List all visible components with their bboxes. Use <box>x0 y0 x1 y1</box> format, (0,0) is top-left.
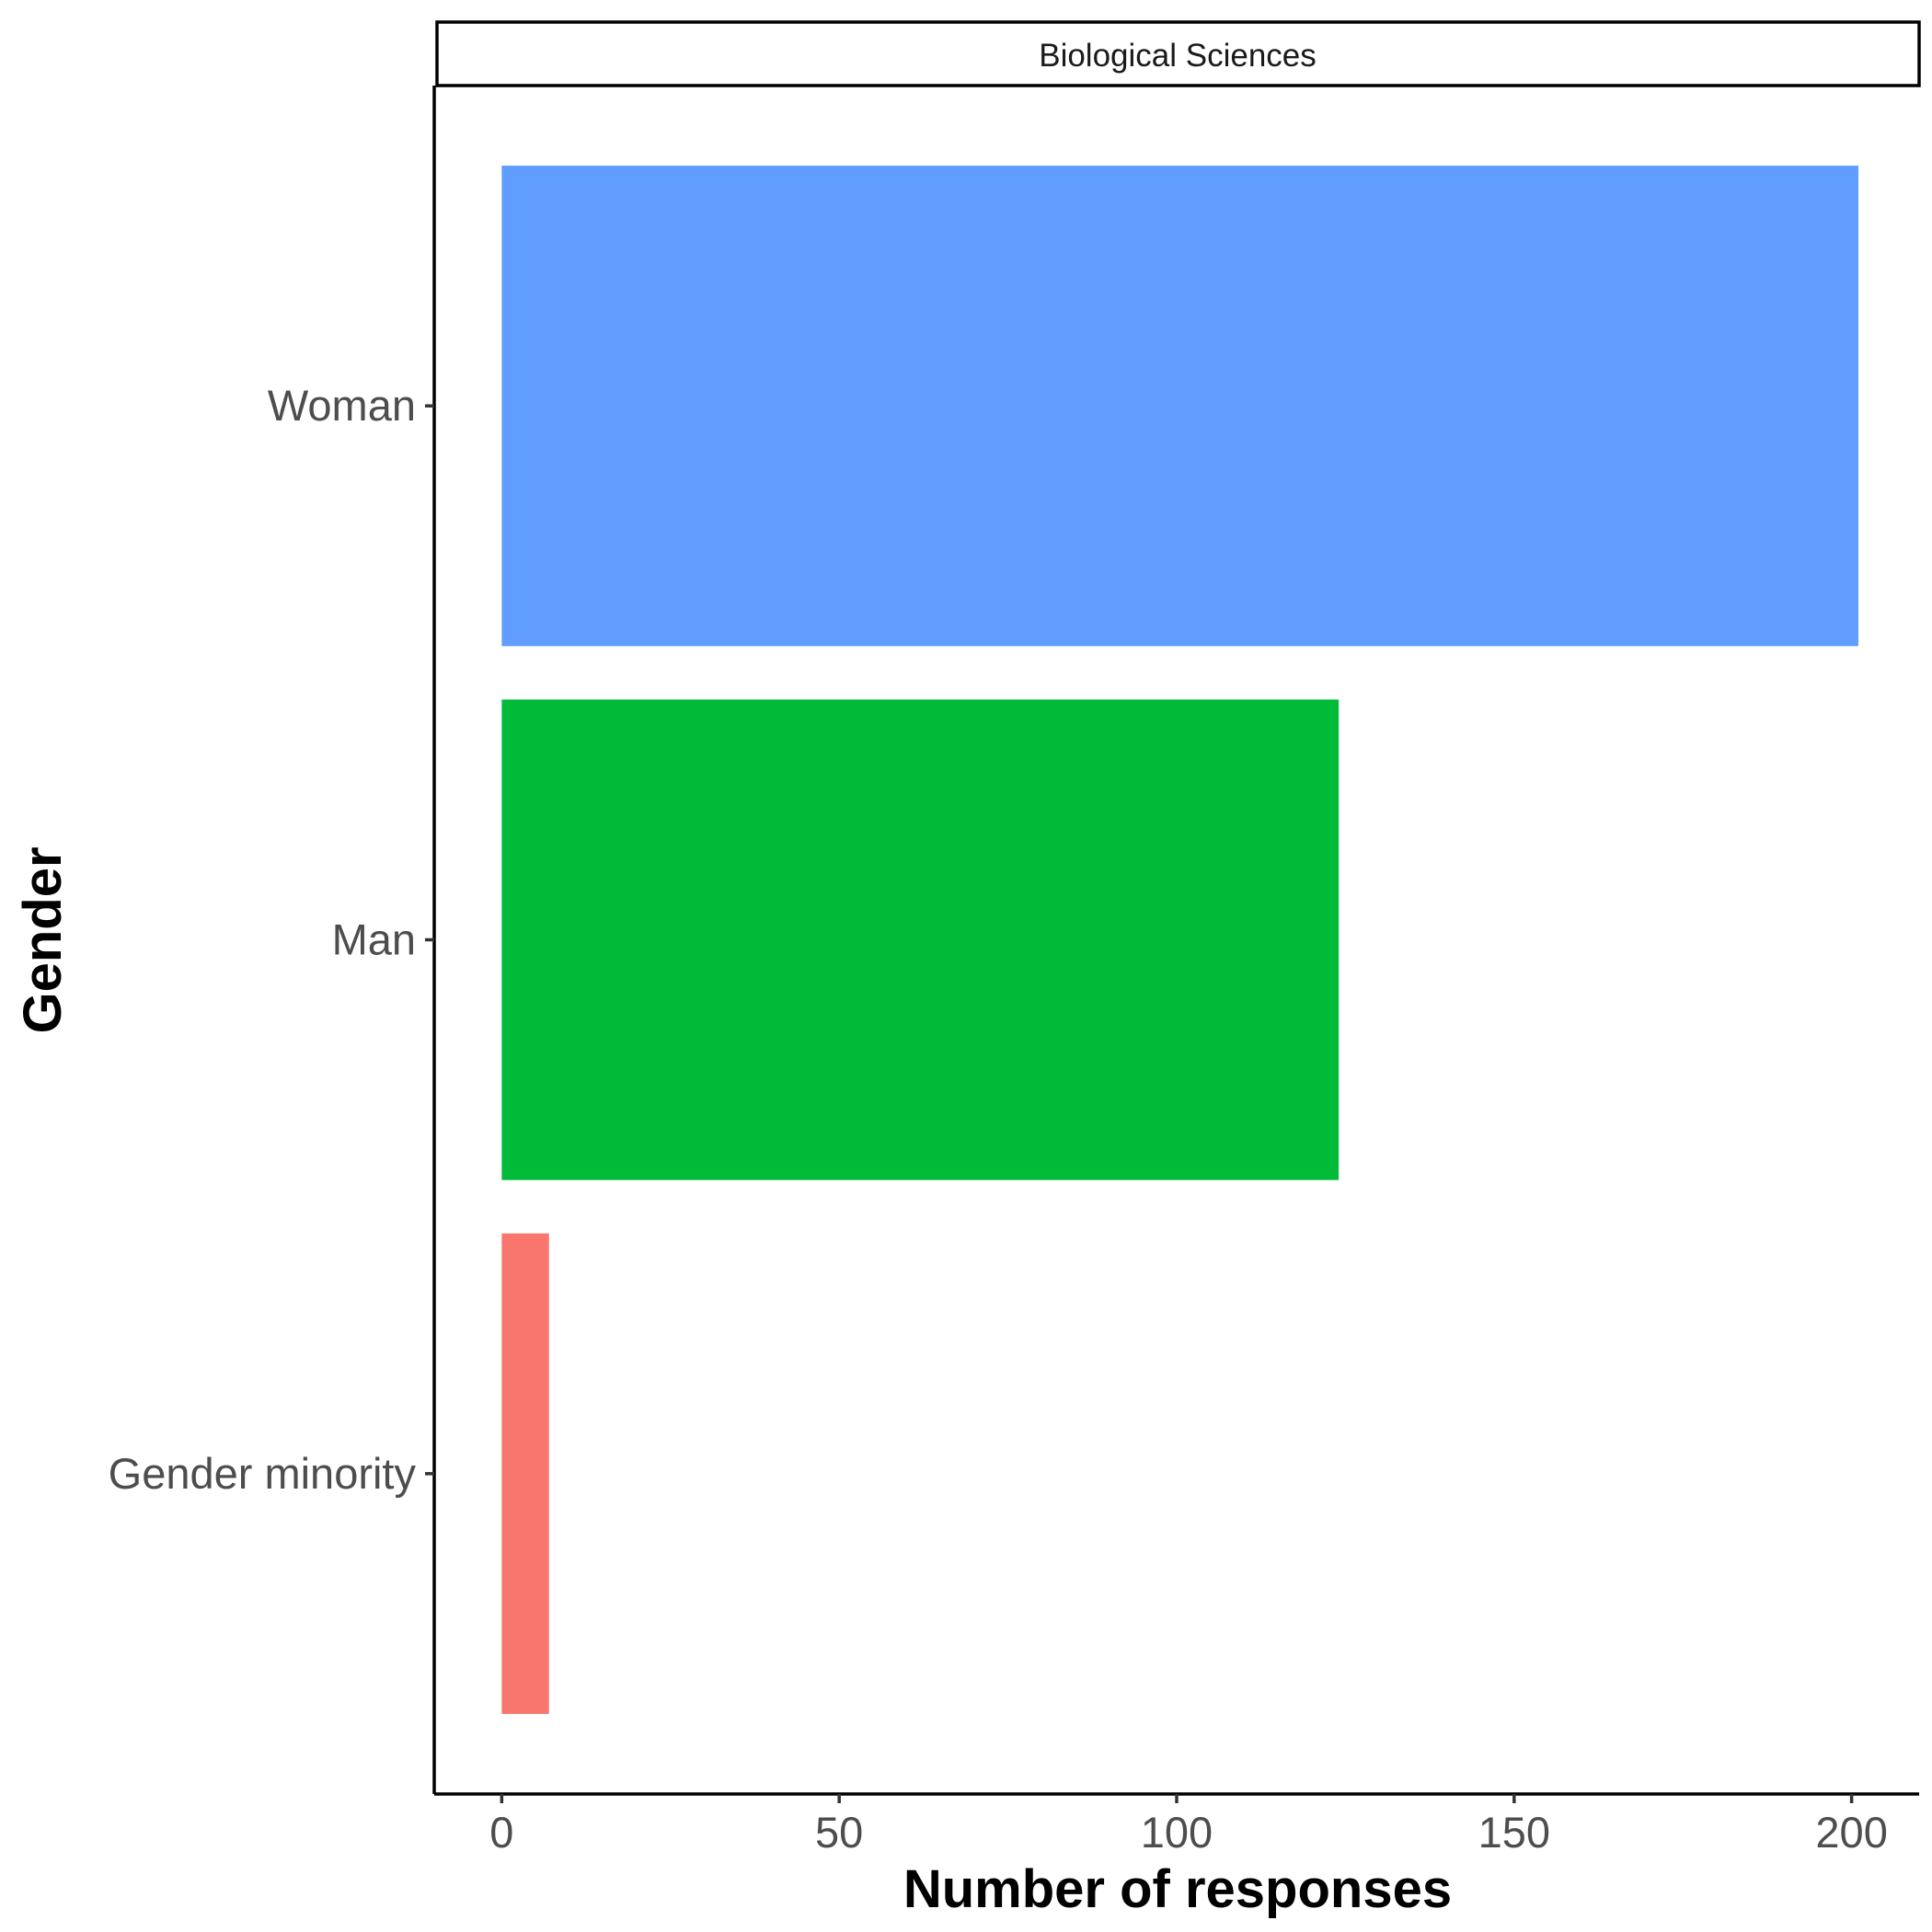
x-tick-label: 0 <box>489 1808 513 1857</box>
x-tick-label: 100 <box>1141 1808 1213 1857</box>
facet-strip: Biological Sciences <box>435 20 1921 87</box>
y-tick-label: Woman <box>268 381 416 430</box>
facet-strip-label: Biological Sciences <box>1039 38 1317 74</box>
bars-layer <box>501 166 1858 1714</box>
y-tick-label: Gender minority <box>109 1449 417 1498</box>
y-axis-title: Gender <box>13 846 73 1033</box>
x-axis-title: Number of responses <box>903 1859 1452 1919</box>
bar-woman <box>501 166 1858 647</box>
x-tick-label: 50 <box>815 1808 863 1857</box>
bar-gender-minority <box>501 1233 549 1714</box>
y-tick-label: Man <box>332 915 416 964</box>
bar-man <box>501 699 1340 1180</box>
x-tick-label: 200 <box>1815 1808 1887 1857</box>
x-tick-label: 150 <box>1478 1808 1550 1857</box>
axes-layer: Woman Man Gender minority 0 50 100 150 200 <box>109 86 1919 1857</box>
facet-strip-box <box>435 20 1921 87</box>
